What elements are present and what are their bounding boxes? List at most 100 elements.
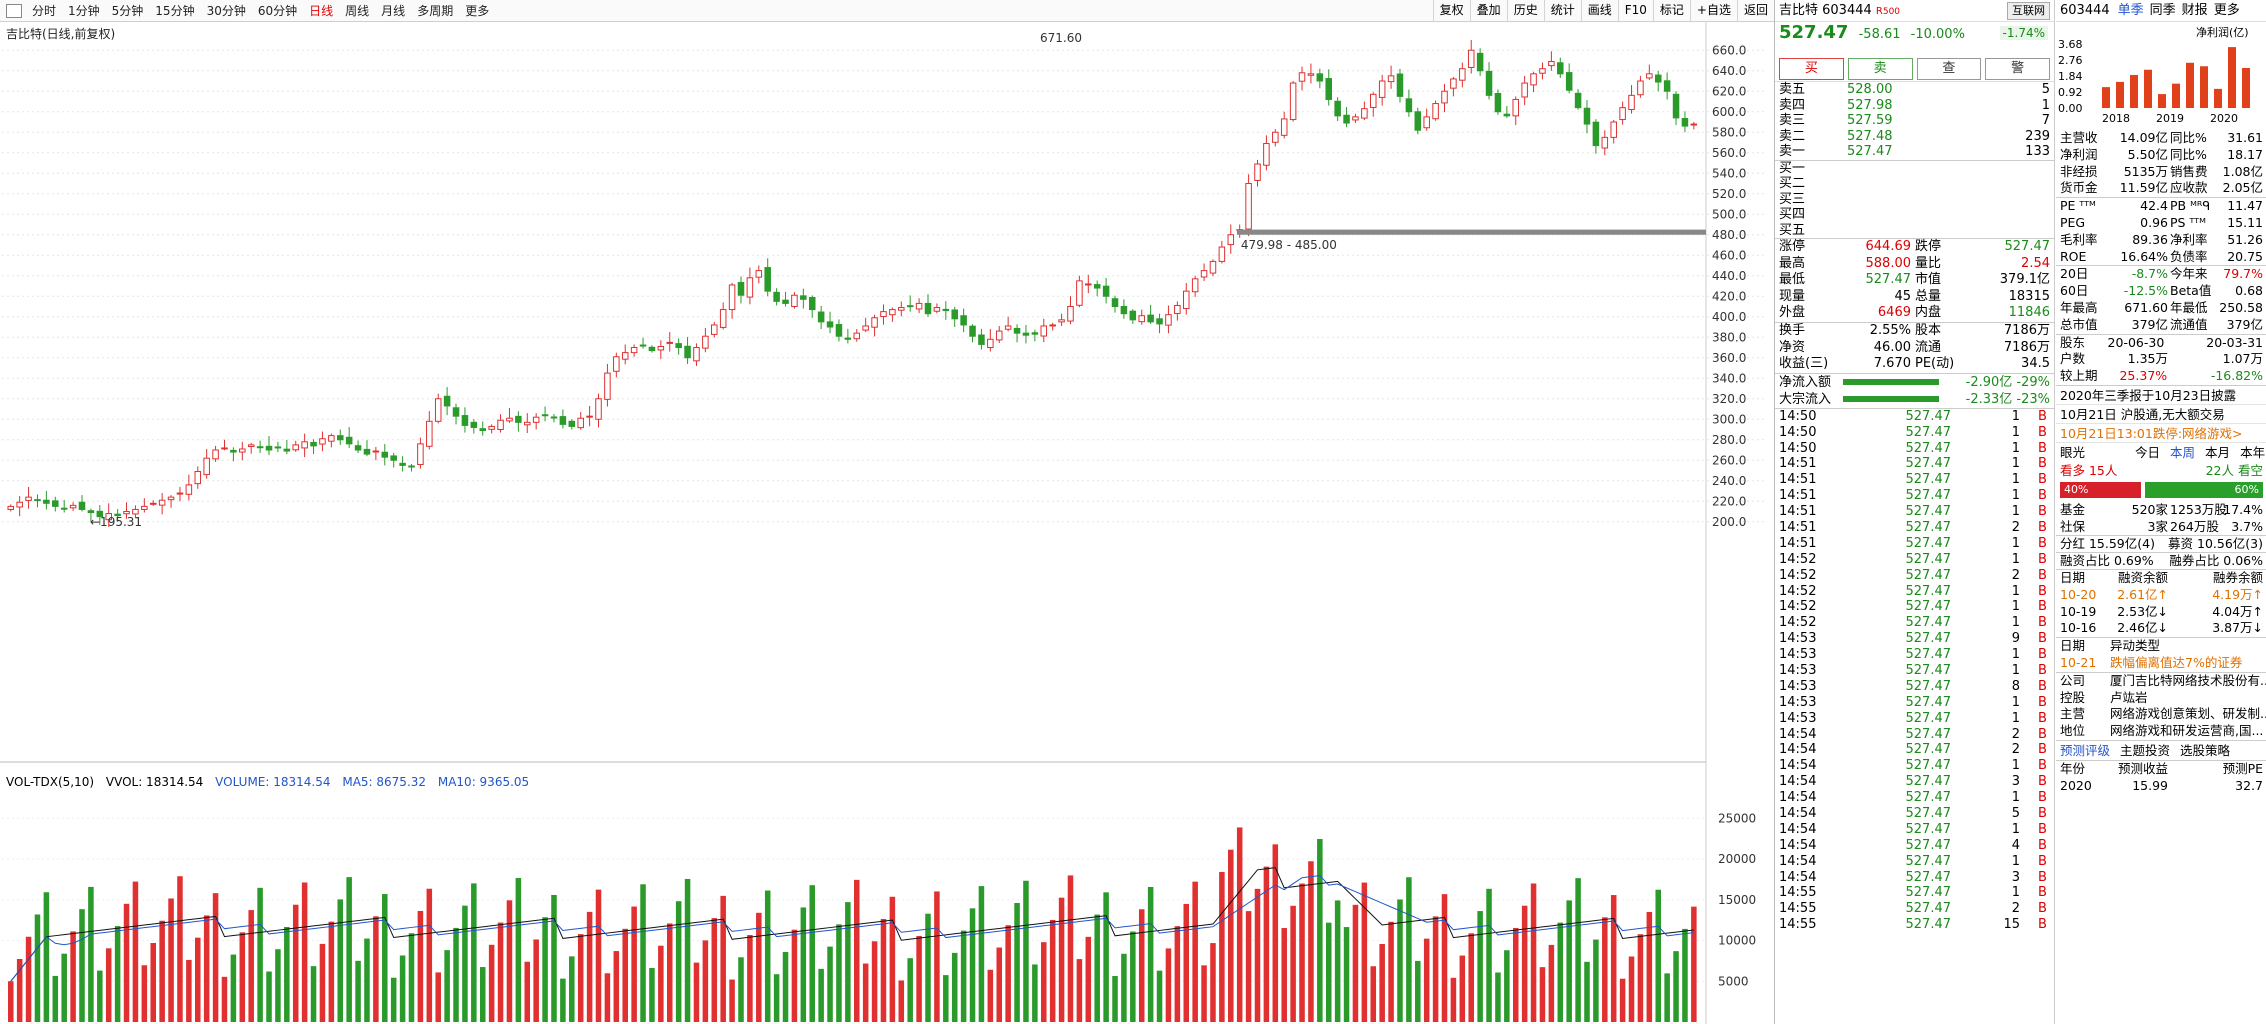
fin-tab-3[interactable]: 更多 xyxy=(2213,3,2240,18)
volume-bar[interactable] xyxy=(444,950,450,1022)
volume-bar[interactable] xyxy=(1281,928,1287,1022)
candle-body[interactable] xyxy=(835,324,843,337)
candle-body[interactable] xyxy=(550,416,558,419)
volume-bar[interactable] xyxy=(1548,944,1555,1022)
volume-bar[interactable] xyxy=(1468,933,1474,1022)
volume-bar[interactable] xyxy=(533,939,539,1022)
candle-body[interactable] xyxy=(1557,62,1564,75)
candle-body[interactable] xyxy=(1521,82,1528,98)
volume-bar[interactable] xyxy=(1334,900,1341,1022)
volume-bar[interactable] xyxy=(640,884,646,1022)
volume-bar[interactable] xyxy=(1130,931,1136,1022)
volume-bar[interactable] xyxy=(88,886,94,1022)
volume-bar[interactable] xyxy=(1165,948,1172,1022)
candle-body[interactable] xyxy=(96,510,104,518)
candle-body[interactable] xyxy=(1174,304,1181,314)
profit-bar[interactable] xyxy=(2116,81,2124,108)
volume-bar[interactable] xyxy=(506,900,513,1022)
candle-body[interactable] xyxy=(960,315,967,326)
candle-body[interactable] xyxy=(443,395,451,407)
candle-body[interactable] xyxy=(390,455,397,461)
candle-body[interactable] xyxy=(648,346,656,352)
candle-body[interactable] xyxy=(933,307,941,312)
volume-bar[interactable] xyxy=(1432,916,1439,1022)
volume-bar[interactable] xyxy=(604,973,611,1022)
candle-body[interactable] xyxy=(1628,94,1635,110)
volume-bar[interactable] xyxy=(631,906,637,1022)
volume-bar[interactable] xyxy=(479,967,486,1022)
volume-bar[interactable] xyxy=(1014,903,1020,1022)
volume-bar[interactable] xyxy=(408,933,415,1022)
volume-bar[interactable] xyxy=(595,889,602,1022)
asks-row[interactable]: 卖一 527.47 133 xyxy=(1775,144,2054,160)
volume-bar[interactable] xyxy=(1219,871,1225,1022)
candle-body[interactable] xyxy=(577,417,584,429)
volume-bar[interactable] xyxy=(880,919,887,1022)
volume-bar[interactable] xyxy=(266,971,272,1022)
volume-bar[interactable] xyxy=(1477,911,1483,1022)
candle-body[interactable] xyxy=(123,511,130,515)
volume-bar[interactable] xyxy=(292,904,299,1022)
bids-row[interactable]: 买五 xyxy=(1775,223,2054,239)
sentiment-tab-1[interactable]: 本周 xyxy=(2170,444,2196,460)
volume-bar[interactable] xyxy=(105,948,112,1022)
forecast-tab-0[interactable]: 预测评级 xyxy=(2060,742,2111,758)
candle-body[interactable] xyxy=(408,465,415,468)
tool-button-3[interactable]: 统计 xyxy=(1543,0,1581,22)
candle-body[interactable] xyxy=(1396,73,1404,97)
volume-bar[interactable] xyxy=(782,951,789,1022)
candle-body[interactable] xyxy=(1147,314,1154,323)
candle-body[interactable] xyxy=(185,484,193,495)
kline-chart-area[interactable]: 660.0 640.0 620.0 600.0 580.0 560.0 540.0 520.0… xyxy=(0,22,1772,1024)
volume-bar[interactable] xyxy=(934,891,940,1022)
candle-body[interactable] xyxy=(621,352,629,360)
volume-bar[interactable] xyxy=(1593,939,1599,1022)
volume-bar[interactable] xyxy=(1691,906,1697,1022)
fin-tab-1[interactable]: 同季 xyxy=(2149,3,2176,18)
volume-bar[interactable] xyxy=(1664,973,1670,1022)
volume-bar[interactable] xyxy=(773,974,780,1022)
volume-bar[interactable] xyxy=(132,881,139,1022)
volume-bar[interactable] xyxy=(542,917,548,1022)
candle-body[interactable] xyxy=(595,398,602,420)
volume-bar[interactable] xyxy=(987,969,994,1022)
bids-row[interactable]: 买一 xyxy=(1775,161,2054,177)
volume-bar[interactable] xyxy=(693,962,700,1022)
candle-body[interactable] xyxy=(256,446,264,449)
volume-bar[interactable] xyxy=(114,926,121,1022)
volume-bar[interactable] xyxy=(818,968,824,1022)
candle-body[interactable] xyxy=(1218,246,1226,262)
period-tab-6[interactable]: 日线 xyxy=(309,3,334,18)
candle-body[interactable] xyxy=(1316,73,1324,82)
candle-body[interactable] xyxy=(1432,103,1439,120)
sentiment-bar[interactable]: 40% 60% xyxy=(2060,481,2263,500)
candle-body[interactable] xyxy=(1085,283,1092,286)
candle-body[interactable] xyxy=(434,398,442,422)
candle-body[interactable] xyxy=(265,445,273,451)
tool-button-6[interactable]: 标记 xyxy=(1652,0,1690,22)
volume-bar[interactable] xyxy=(168,898,174,1022)
candle-body[interactable] xyxy=(568,420,576,427)
volume-bar[interactable] xyxy=(978,886,985,1022)
volume-bar[interactable] xyxy=(426,888,433,1022)
volume-bar[interactable] xyxy=(622,928,628,1022)
volume-bar[interactable] xyxy=(435,972,441,1022)
volume-bar[interactable] xyxy=(1512,927,1519,1022)
period-tab-1[interactable]: 1分钟 xyxy=(68,3,100,18)
candle-body[interactable] xyxy=(791,294,798,308)
kline-chart-svg[interactable]: 660.0 640.0 620.0 600.0 580.0 560.0 540.0 520.0… xyxy=(0,22,1772,1024)
candle-body[interactable] xyxy=(1022,332,1030,336)
candle-body[interactable] xyxy=(1040,325,1048,337)
volume-bar[interactable] xyxy=(1610,895,1617,1022)
candle-body[interactable] xyxy=(586,415,593,418)
volume-bar[interactable] xyxy=(1602,917,1608,1022)
candle-body[interactable] xyxy=(1672,93,1680,119)
volume-bar[interactable] xyxy=(925,913,931,1022)
candle-body[interactable] xyxy=(1067,306,1074,322)
fin-tab-0[interactable]: 单季 xyxy=(2117,3,2144,18)
candle-body[interactable] xyxy=(78,501,86,510)
news-note[interactable]: 10月21日 沪股通,无大额交易 xyxy=(2056,405,2266,424)
volume-bar[interactable] xyxy=(471,883,477,1022)
volume-bar[interactable] xyxy=(1406,877,1412,1022)
volume-bar[interactable] xyxy=(43,892,50,1022)
